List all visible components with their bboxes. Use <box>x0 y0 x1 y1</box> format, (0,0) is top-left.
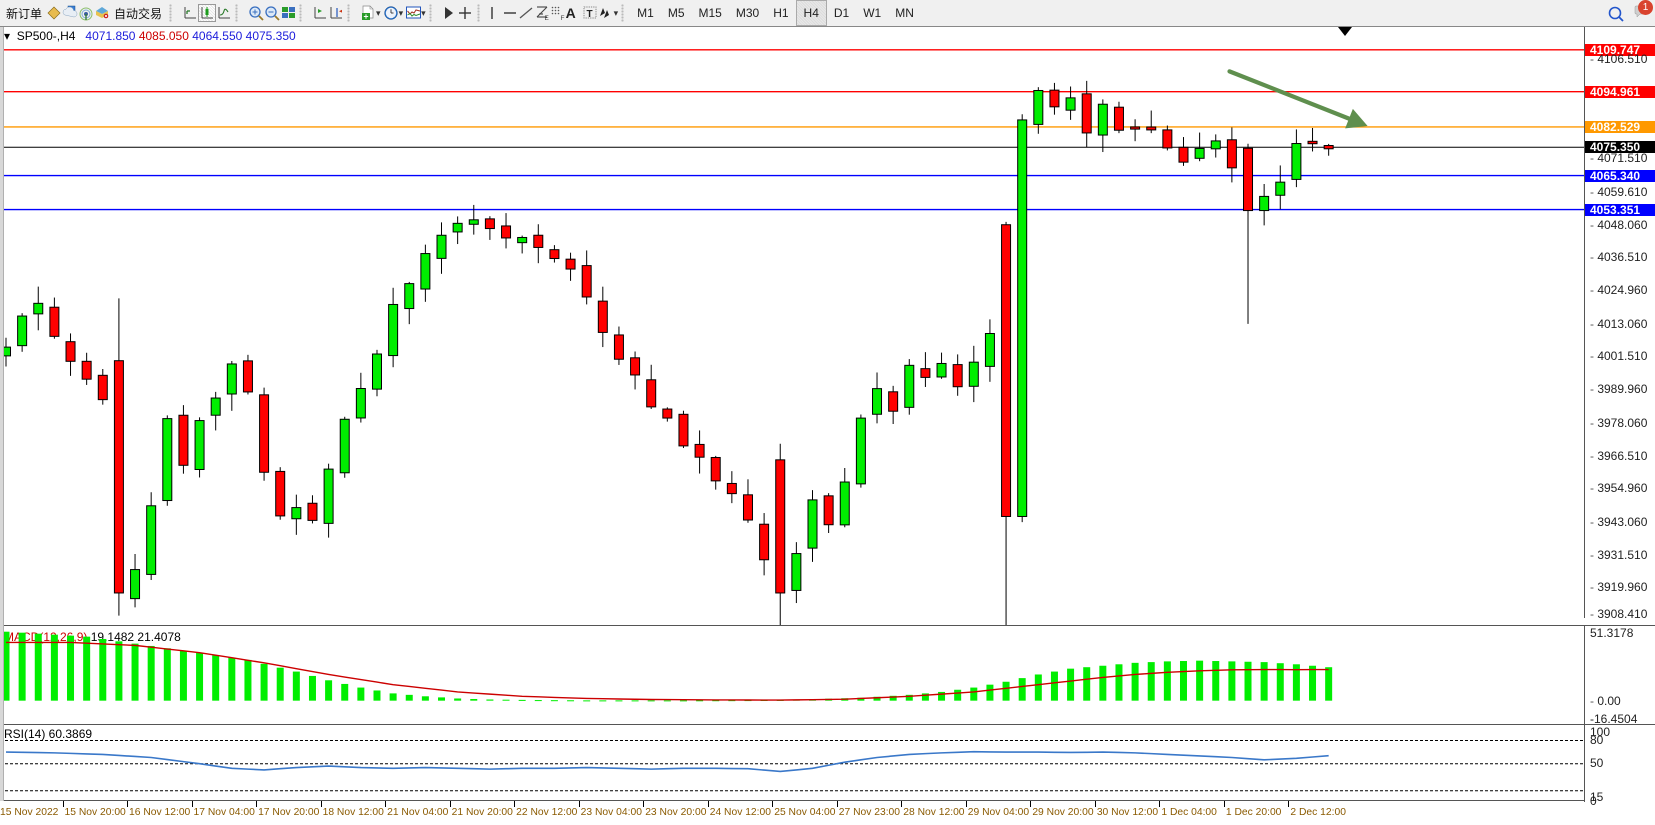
svg-text:F: F <box>560 15 564 21</box>
svg-text:T: T <box>586 9 592 20</box>
svg-text:E: E <box>544 15 549 21</box>
